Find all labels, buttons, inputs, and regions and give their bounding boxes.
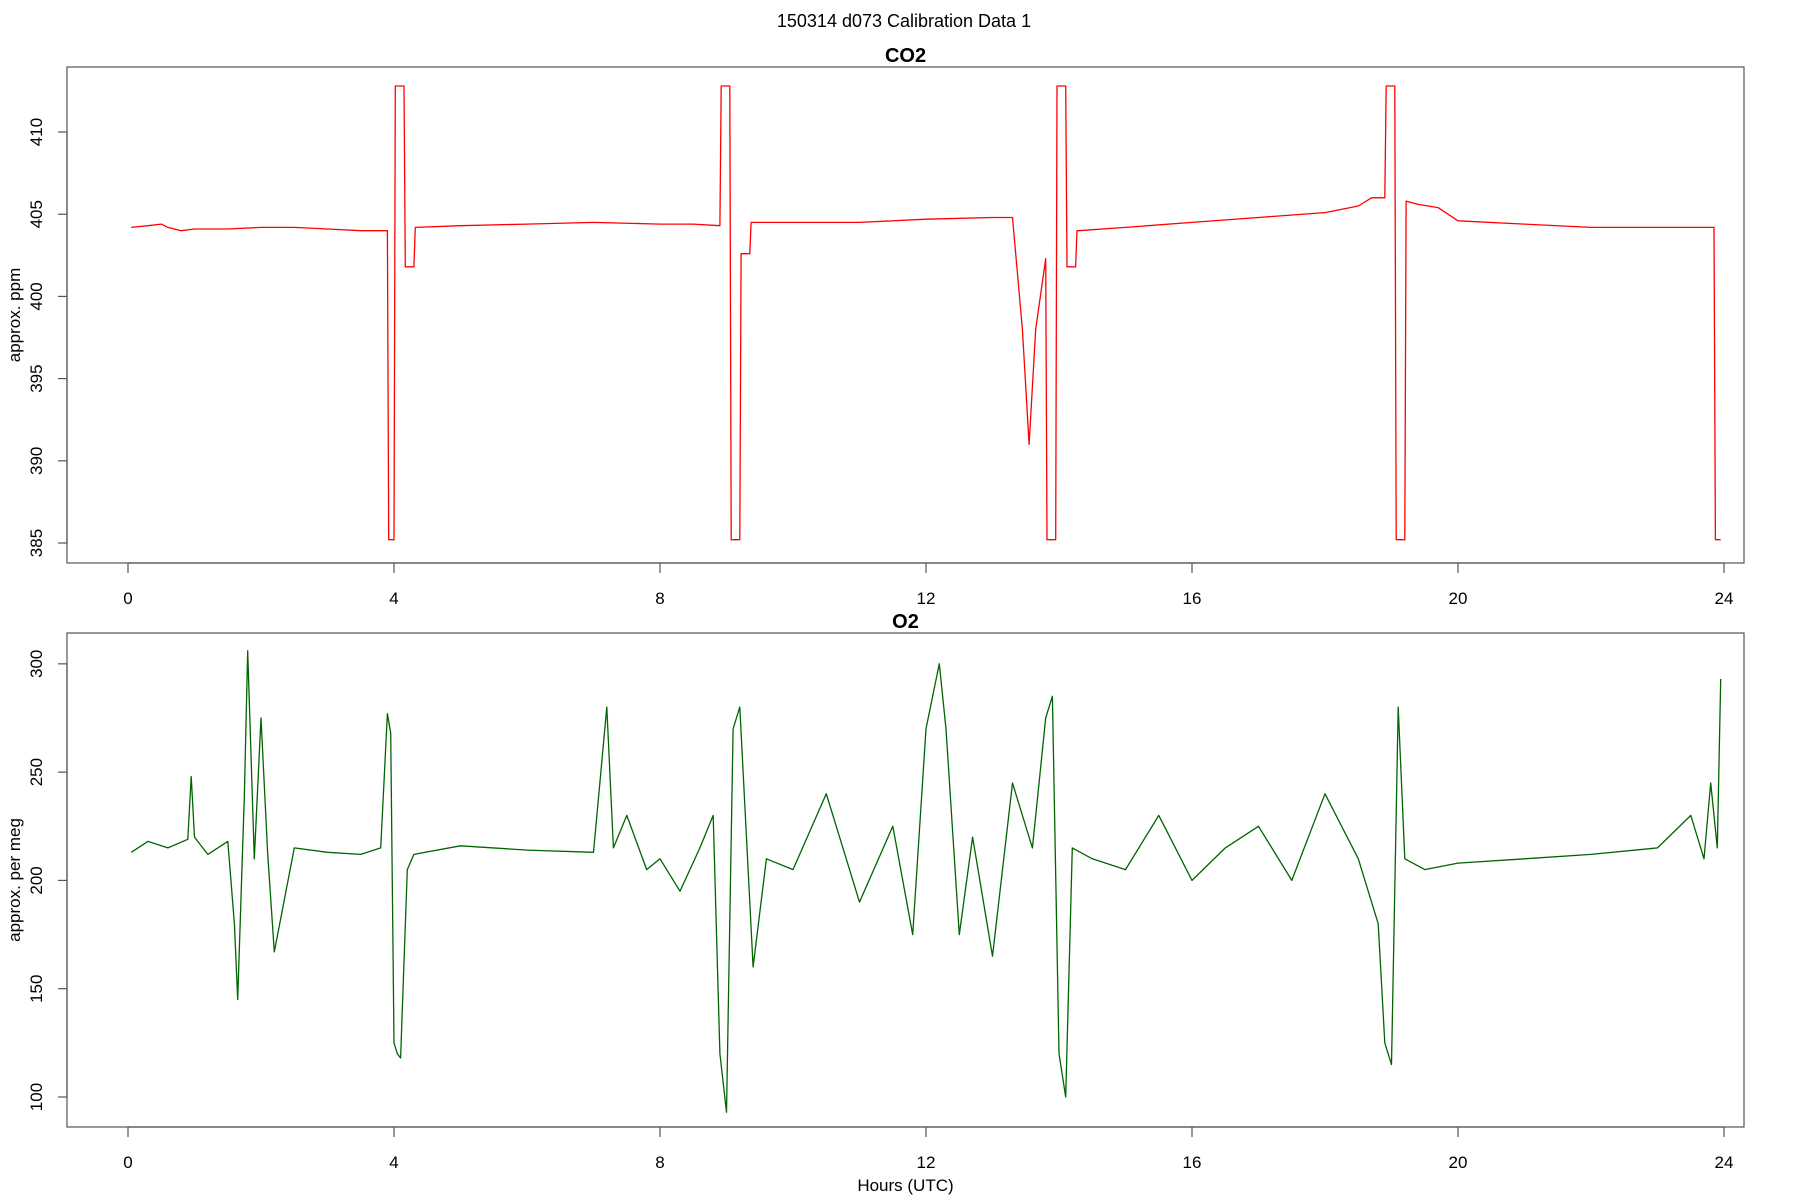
y-axis-label: approx. ppm — [5, 268, 24, 363]
y-tick-label: 150 — [27, 975, 46, 1003]
x-tick-label: 20 — [1449, 1153, 1468, 1172]
figure-title: 150314 d073 Calibration Data 1 — [777, 11, 1031, 31]
x-tick-label: 4 — [389, 589, 398, 608]
y-tick-label: 390 — [27, 447, 46, 475]
plot-frame — [66, 632, 1745, 1128]
y-tick-label: 400 — [27, 282, 46, 310]
x-tick-label: 8 — [655, 1153, 664, 1172]
y-tick-label: 300 — [27, 650, 46, 678]
series-line — [131, 85, 1721, 541]
x-tick-label: 24 — [1715, 589, 1734, 608]
x-tick-label: 16 — [1183, 1153, 1202, 1172]
x-tick-label: 24 — [1715, 1153, 1734, 1172]
panel-title: O2 — [892, 611, 919, 633]
x-tick-label: 8 — [655, 589, 664, 608]
y-axis-label: approx. per meg — [5, 818, 24, 942]
x-tick-label: 0 — [123, 1153, 132, 1172]
co2-panel: CO2 0 4 8 12 16 20 24 385 390 395 400 405 410 approx. … — [5, 45, 1745, 608]
x-tick-label: 12 — [917, 1153, 936, 1172]
y-tick-label: 200 — [27, 866, 46, 894]
x-tick-label: 0 — [123, 589, 132, 608]
y-tick-label: 410 — [27, 118, 46, 146]
o2-panel: O2 0 4 8 12 16 20 24 100 150 200 250 300 approx. per … — [5, 611, 1745, 1195]
x-tick-label: 12 — [917, 589, 936, 608]
y-tick-label: 395 — [27, 364, 46, 392]
panel-title: CO2 — [885, 45, 926, 67]
series-line — [130, 650, 1722, 1113]
y-tick-label: 405 — [27, 200, 46, 228]
y-tick-label: 250 — [27, 758, 46, 786]
y-tick-label: 100 — [27, 1083, 46, 1111]
x-tick-label: 20 — [1449, 589, 1468, 608]
x-tick-label: 4 — [389, 1153, 398, 1172]
x-tick-label: 16 — [1183, 589, 1202, 608]
x-axis-label: Hours (UTC) — [857, 1176, 953, 1195]
y-tick-label: 385 — [27, 529, 46, 557]
plot-frame — [66, 66, 1745, 564]
